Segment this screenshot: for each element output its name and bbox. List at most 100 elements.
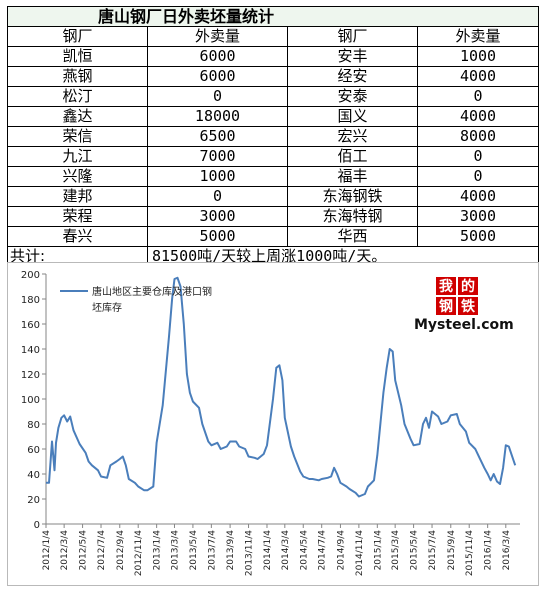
mysteel-logo: 我的钢 铁 Mysteel.com [414,277,514,333]
mill-name-cell: 佰工 [287,146,418,167]
x-tick-label: 2015/9/4 [447,530,457,571]
x-axis: 2012/1/4 2012/3/4 2012/5/4 2012/7/4 2012/9/4… [42,523,520,576]
sales-volume-cell: 6000 [147,46,288,67]
plot-area [46,276,517,498]
sales-volume-cell: 4000 [416,66,540,87]
logo-text: Mysteel.com [414,317,514,333]
logo-char: 铁 [461,298,475,315]
inventory-chart: 0 20 40 60 80 100 120 140 160 180 200 2012/1/4 2012… [7,262,539,586]
mill-name-cell: 建邦 [7,186,148,207]
mill-name-cell: 燕钢 [7,66,148,87]
logo-char: 我 [439,279,453,295]
x-tick-label: 2014/3/4 [281,530,291,571]
mill-name-cell: 荣程 [7,206,148,227]
logo-char: 的 [461,278,475,295]
x-tick-label: 2012/11/4 [134,530,144,576]
mill-name-cell: 鑫达 [7,106,148,127]
sales-volume-cell: 0 [416,86,540,107]
sales-volume-cell: 4000 [416,186,540,207]
sales-volume-cell: 18000 [147,106,288,127]
y-tick-label: 80 [27,420,40,431]
x-tick-label: 2012/9/4 [116,530,126,571]
y-tick-label: 200 [21,270,40,281]
mill-name-cell: 经安 [287,66,418,87]
mill-name-cell: 凯恒 [7,46,148,67]
sales-volume-cell: 5000 [147,226,288,247]
x-tick-label: 2015/1/4 [373,530,383,571]
table-row: 鑫达 18000 国义 4000 [7,106,540,127]
mill-name-cell: 九江 [7,146,148,167]
x-tick-label: 2013/5/4 [189,530,199,571]
steel-sales-table: 唐山钢厂日外卖坯量统计 钢厂 外卖量 钢厂 外卖量 凯恒 6000 安丰 1000 燕钢… [6,6,540,267]
legend: 唐山地区主要仓库及港口钢 坯库存 [60,285,212,314]
y-tick-label: 40 [27,470,40,481]
x-tick-label: 2013/11/4 [245,530,255,576]
logo-char: 钢 [439,298,453,315]
y-tick-label: 20 [27,495,40,506]
x-tick-label: 2016/1/4 [484,530,494,571]
x-tick-label: 2014/1/4 [263,530,273,571]
x-tick-label: 2014/5/4 [299,530,309,571]
x-tick-label: 2012/7/4 [97,530,107,571]
y-tick-label: 140 [21,345,40,356]
sales-volume-cell: 3000 [416,206,540,227]
x-tick-label: 2015/3/4 [391,530,401,571]
mill-name-cell: 东海特钢 [287,206,418,227]
mill-name-cell: 安丰 [287,46,418,67]
y-axis: 0 20 40 60 80 100 120 140 160 180 200 [21,270,47,531]
table-row: 荣信 6500 宏兴 8000 [7,126,540,147]
header-cell: 外卖量 [416,26,540,47]
mill-name-cell: 春兴 [7,226,148,247]
legend-label: 唐山地区主要仓库及港口钢 [92,285,212,298]
mill-name-cell: 国义 [287,106,418,127]
x-tick-label: 2013/3/4 [170,530,180,571]
x-tick-label: 2012/1/4 [42,530,52,571]
logo-char-box [458,277,478,295]
table-row: 建邦 0 东海钢铁 4000 [7,186,540,207]
y-tick-label: 120 [21,370,40,381]
sales-volume-cell: 0 [416,146,540,167]
x-tick-label: 2015/5/4 [410,530,420,571]
sales-volume-cell: 7000 [147,146,288,167]
sales-volume-cell: 5000 [416,226,540,247]
table-row: 荣程 3000 东海特钢 3000 [7,206,540,227]
mill-name-cell: 宏兴 [287,126,418,147]
table-row: 凯恒 6000 安丰 1000 [7,46,540,67]
legend-label: 坯库存 [92,301,122,314]
logo-char-box [436,277,456,295]
sales-volume-cell: 6000 [147,66,288,87]
mill-name-cell: 安泰 [287,86,418,107]
x-tick-label: 2014/11/4 [355,530,365,576]
mill-name-cell: 荣信 [7,126,148,147]
x-tick-label: 2013/9/4 [226,530,236,571]
x-tick-label: 2012/3/4 [60,530,70,571]
sales-volume-cell: 8000 [416,126,540,147]
header-cell: 外卖量 [147,26,288,47]
y-tick-label: 180 [21,295,40,306]
sales-volume-cell: 3000 [147,206,288,227]
header-cell: 钢厂 [7,26,148,47]
y-tick-label: 0 [34,520,40,531]
mill-name-cell: 兴隆 [7,166,148,187]
y-tick-label: 160 [21,320,40,331]
x-tick-label: 2016/3/4 [502,530,512,571]
table-row: 春兴 5000 华西 5000 [7,226,540,247]
x-tick-label: 2014/9/4 [336,530,346,571]
table-title: 唐山钢厂日外卖坯量统计 [6,6,540,27]
x-tick-label: 2014/7/4 [318,530,328,571]
mill-name-cell: 华西 [287,226,418,247]
sales-volume-cell: 6500 [147,126,288,147]
sales-volume-cell: 4000 [416,106,540,127]
y-tick-label: 100 [21,395,40,406]
table-row: 松汀 0 安泰 0 [7,86,540,107]
logo-char-box [436,297,456,315]
table-row: 九江 7000 佰工 0 [7,146,540,167]
mill-name-cell: 松汀 [7,86,148,107]
chart-svg: 0 20 40 60 80 100 120 140 160 180 200 2012/1/4 2012… [21,270,520,576]
x-tick-label: 2015/11/4 [465,530,475,576]
sales-volume-cell: 0 [147,186,288,207]
y-tick-label: 60 [27,445,40,456]
header-cell: 钢厂 [287,26,418,47]
mill-name-cell: 东海钢铁 [287,186,418,207]
table-header-row: 钢厂 外卖量 钢厂 外卖量 [7,26,540,47]
